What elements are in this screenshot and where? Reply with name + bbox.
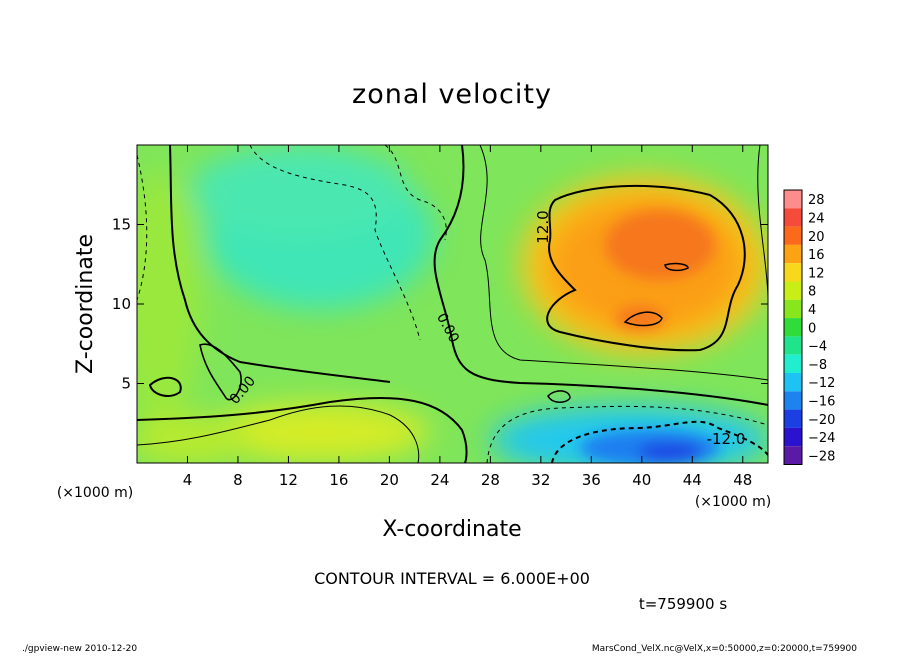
colorbar-label: −20 [808, 413, 835, 428]
colorbar-swatch [784, 281, 802, 300]
footer-right: MarsCond_VelX.nc@VelX,x=0:50000,z=0:2000… [592, 644, 857, 654]
lower-left-yellow [137, 415, 250, 463]
contour-interval: CONTOUR INTERVAL = 6.000E+00 [314, 569, 590, 588]
colorbar: 28 24 20 16 12 8 4 0 −4 −8 −12 −16 −20 −24 −28 [783, 189, 835, 465]
contour-neg-six-upper [249, 145, 421, 341]
x-tick-label: 36 [582, 471, 601, 489]
colorbar-swatch [784, 226, 802, 245]
time-label: t=759900 s [639, 595, 727, 613]
negative-core-min [638, 442, 702, 462]
x-tick-label: 32 [531, 471, 550, 489]
colorbar-swatch [784, 391, 802, 410]
contour-zero-blob-2 [199, 343, 242, 401]
contour-zero-bottom [137, 396, 468, 463]
x-axis-label: X-coordinate [382, 517, 521, 542]
colorbar-label: −4 [808, 340, 827, 355]
x-unit-left: (×1000 m) [57, 485, 133, 501]
y-tick-label: 15 [112, 216, 131, 234]
y-tick-label: 10 [112, 295, 131, 313]
chart-title: zonal velocity [352, 79, 552, 110]
colorbar-swatch [784, 409, 802, 428]
colorbar-label: 20 [808, 230, 825, 245]
contour-pos-six-right [479, 145, 768, 381]
contour-neg-six-right [384, 145, 447, 241]
contour-eighteen-b [623, 311, 663, 327]
x-tick-label: 16 [329, 471, 348, 489]
colorbar-label: 16 [808, 248, 825, 263]
left-green-band [137, 170, 200, 430]
contour-pos-six-lower [137, 405, 420, 463]
colorbar-label: −24 [808, 431, 835, 446]
x-tick-label: 28 [481, 471, 500, 489]
colorbar-swatch [784, 208, 802, 227]
colorbar-swatch [784, 373, 802, 392]
lower-yellow-region [210, 402, 430, 462]
colorbar-label: 12 [808, 266, 825, 281]
colorbar-label: −8 [808, 358, 827, 373]
contour-label-12: 12.0 [534, 210, 552, 243]
positive-core-max [605, 210, 715, 280]
x-tick-label: 40 [632, 471, 651, 489]
x-axis-ticks: 4 8 12 16 20 24 28 32 36 40 44 48 [183, 145, 752, 489]
colorbar-frame [783, 189, 803, 465]
contour-twelve [546, 184, 746, 352]
x-tick-label: 12 [279, 471, 298, 489]
y-axis-ticks: 5 10 15 [112, 216, 768, 393]
x-tick-label: 4 [183, 471, 193, 489]
x-tick-label: 20 [380, 471, 399, 489]
contour-pos-six-far-right [757, 145, 768, 301]
contour-label-neg12: -12.0 [707, 430, 746, 448]
contour-twelve-small [547, 390, 571, 403]
colorbar-label: 0 [808, 321, 816, 336]
colorbar-swatch [784, 190, 802, 209]
contour-eighteen-a [664, 262, 689, 272]
x-unit-right: (×1000 m) [695, 494, 771, 510]
contour-zero-center [433, 145, 768, 406]
colorbar-label: 24 [808, 211, 825, 226]
colorbar-label: 4 [808, 303, 816, 318]
colorbar-label: −16 [808, 394, 835, 409]
plot-area: 12.0 0.00 0.00 -12.0 [137, 145, 768, 463]
colorbar-swatch [784, 427, 802, 447]
y-tick-label: 5 [121, 375, 131, 393]
colorbar-label: −28 [808, 449, 835, 464]
upper-left-cyan-region [190, 145, 410, 235]
colorbar-swatch [784, 263, 802, 282]
contour-zero-blob [148, 376, 182, 397]
colorbar-swatch [784, 446, 802, 465]
contour-lines [137, 145, 768, 463]
colorbar-label: 8 [808, 285, 816, 300]
colorbar-label: −12 [808, 376, 835, 391]
footer-left: ./gpview-new 2010-12-20 [22, 644, 137, 654]
y-axis-label: Z-coordinate [73, 234, 98, 374]
contour-neg-six-left [137, 154, 148, 301]
contour-neg-six [486, 405, 768, 463]
x-tick-label: 44 [683, 471, 702, 489]
x-tick-label: 24 [430, 471, 449, 489]
x-tick-label: 48 [733, 471, 752, 489]
colorbar-swatch [784, 354, 802, 373]
positive-core-max-2 [615, 306, 665, 330]
contour-neg-twelve [551, 420, 768, 463]
colorbar-swatch [784, 244, 802, 264]
colorbar-label: 28 [808, 193, 825, 208]
contour-zero-left [169, 145, 391, 383]
colorbar-swatch [784, 336, 802, 355]
colorbar-swatch [784, 299, 802, 319]
colorbar-swatch [784, 318, 802, 337]
x-tick-label: 8 [233, 471, 243, 489]
